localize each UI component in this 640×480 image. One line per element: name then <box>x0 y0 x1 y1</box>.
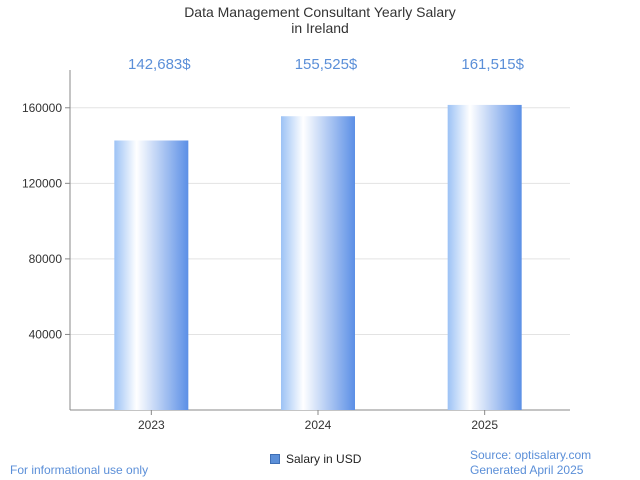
y-tick-label: 120000 <box>22 176 62 190</box>
x-tick-label: 2023 <box>138 418 165 432</box>
value-label: 155,525$ <box>295 56 358 73</box>
value-label: 142,683$ <box>128 56 191 73</box>
legend-label: Salary in USD <box>286 452 362 466</box>
chart-title: Data Management Consultant Yearly Salary… <box>0 4 640 36</box>
disclaimer-text: For informational use only <box>10 463 149 477</box>
legend-swatch <box>270 454 280 464</box>
legend: Salary in USD <box>270 452 361 466</box>
x-tick-label: 2024 <box>305 418 332 432</box>
bar-2024 <box>281 116 355 410</box>
bar-2025 <box>447 104 522 411</box>
value-label: 161,515$ <box>461 56 524 73</box>
source-text: Source: optisalary.com <box>470 448 592 462</box>
y-tick-label: 160000 <box>22 101 62 115</box>
source-info: Source: optisalary.com Generated April 2… <box>470 448 591 478</box>
bar-2023 <box>114 140 189 410</box>
x-tick-label: 2025 <box>471 418 498 432</box>
y-tick-label: 80000 <box>29 252 63 266</box>
chart-title-line2: in Ireland <box>291 20 349 36</box>
chart-title-line1: Data Management Consultant Yearly Salary <box>184 4 456 20</box>
bars <box>114 104 522 411</box>
labels: 40000 80000 120000 160000 2023 142,683$ 2024 15… <box>22 56 525 432</box>
y-tick-label: 40000 <box>29 327 63 341</box>
generated-text: Generated April 2025 <box>470 463 584 477</box>
